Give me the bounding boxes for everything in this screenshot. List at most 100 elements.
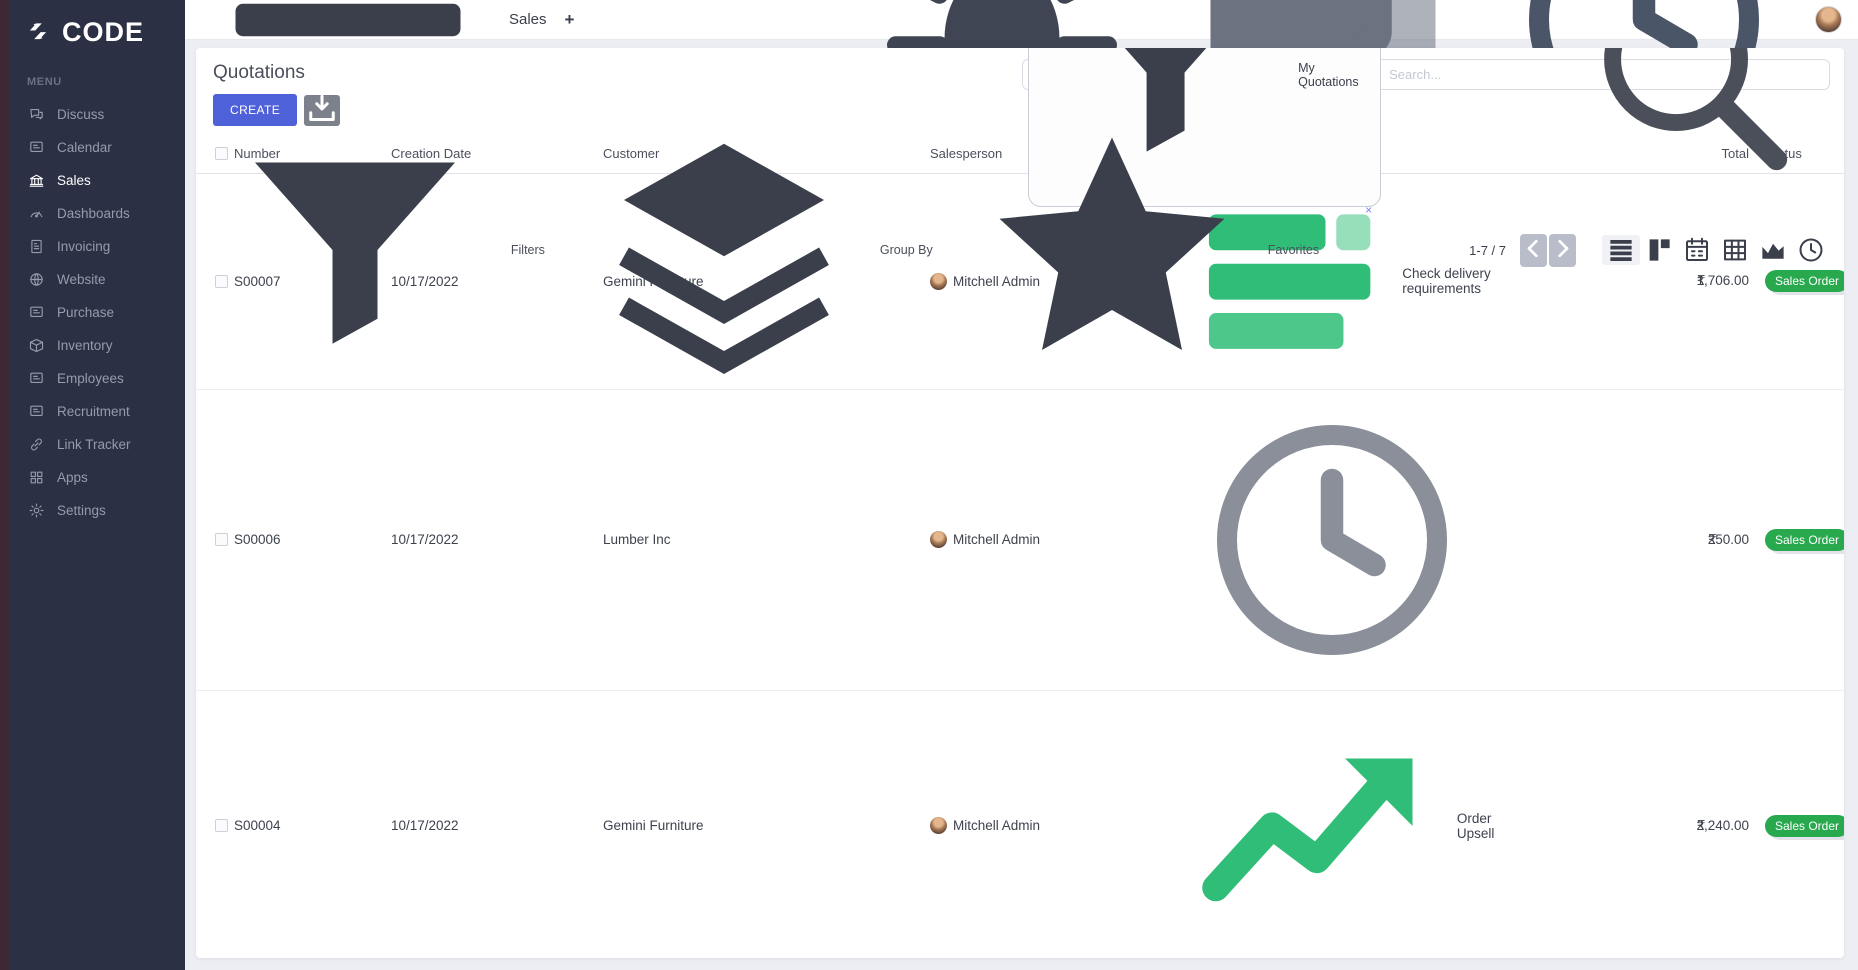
pager-previous-button[interactable] xyxy=(1520,233,1547,267)
topbar: Sales + 5 8 xyxy=(185,0,1858,135)
row-checkbox[interactable] xyxy=(215,819,228,833)
sidebar-item[interactable]: Employees xyxy=(9,362,185,395)
content-area: Quotations CREATE My Quotations × xyxy=(185,40,1858,970)
sidebar-item[interactable]: Invoicing xyxy=(9,230,185,263)
cell-creation-date: 10/17/2022 xyxy=(391,389,603,691)
sidebar-item[interactable]: Apps xyxy=(9,461,185,494)
view-switcher xyxy=(1602,235,1830,265)
tasks-icon xyxy=(1182,174,1397,389)
layers-icon xyxy=(574,100,874,400)
cell-number: S00004 xyxy=(234,690,391,958)
bank-icon xyxy=(28,172,45,189)
sidebar-item-label: Link Tracker xyxy=(57,437,131,452)
sidebar-item-label: Invoicing xyxy=(57,239,111,254)
link-icon xyxy=(28,436,45,453)
cell-number: S00006 xyxy=(234,389,391,691)
calendar-view-button[interactable] xyxy=(1678,235,1716,265)
activity-view-button[interactable] xyxy=(1792,235,1830,265)
column-header-total[interactable]: Total xyxy=(1525,126,1765,174)
currency-symbol: ₹ xyxy=(1708,531,1717,547)
sidebar-item[interactable]: Recruitment xyxy=(9,395,185,428)
sidebar-item[interactable]: Discuss xyxy=(9,98,185,131)
sidebar-item-label: Sales xyxy=(57,173,91,188)
kanban-view-button[interactable] xyxy=(1640,235,1678,265)
filters-button[interactable]: Filters xyxy=(205,100,545,400)
status-badge: Sales Order xyxy=(1765,528,1844,551)
cell-total: ₹1,706.00 xyxy=(1525,173,1765,390)
create-button[interactable]: CREATE xyxy=(213,94,298,126)
cell-customer: Gemini Furniture xyxy=(603,690,930,958)
globe-icon xyxy=(28,271,45,288)
table-row[interactable]: S00004 10/17/2022 Gemini Furniture Mitch… xyxy=(196,690,1844,958)
app-logo[interactable]: CODE xyxy=(9,0,185,62)
currency-symbol: ₹ xyxy=(1696,273,1706,289)
sidebar-item-label: Apps xyxy=(57,470,88,485)
page-title: Quotations xyxy=(213,62,305,83)
sidebar-item-label: Calendar xyxy=(57,140,112,155)
sidebar-item[interactable]: Calendar xyxy=(9,131,185,164)
clock-icon xyxy=(1182,390,1482,690)
menu-section-label: MENU xyxy=(27,76,62,88)
select-all-checkbox[interactable] xyxy=(215,146,228,160)
salesperson-avatar xyxy=(930,272,947,290)
graph-view-button[interactable] xyxy=(1754,235,1792,265)
row-checkbox[interactable] xyxy=(215,274,228,288)
table-row[interactable]: S00007 10/17/2022 Gemini Furniture Mitch… xyxy=(196,173,1844,390)
filter-facet[interactable]: My Quotations × xyxy=(1028,48,1382,217)
pivot-view-button[interactable] xyxy=(1716,235,1754,265)
column-header-customer[interactable]: Customer xyxy=(603,126,930,174)
favorites-button[interactable]: Favorites xyxy=(962,100,1319,400)
status-badge: Sales Order xyxy=(1765,814,1844,837)
sidebar-item-label: Inventory xyxy=(57,338,113,353)
cell-creation-date: 10/17/2022 xyxy=(391,690,603,958)
cell-activities[interactable] xyxy=(1182,389,1525,691)
quotations-table: Number Creation Date Customer Salesperso… xyxy=(196,126,1844,958)
current-app-name[interactable]: Sales xyxy=(509,11,547,28)
sidebar-nav: Discuss Calendar Sales Dashboards Invoic… xyxy=(9,98,185,527)
sidebar-item[interactable]: Dashboards xyxy=(9,197,185,230)
sidebar-item-label: Settings xyxy=(57,503,106,518)
create-row: CREATE xyxy=(213,94,1828,126)
table-row[interactable]: S00006 10/17/2022 Lumber Inc Mitchell Ad… xyxy=(196,389,1844,691)
row-checkbox[interactable] xyxy=(215,533,228,547)
favorites-label: Favorites xyxy=(1267,243,1320,257)
board-icon xyxy=(28,370,45,387)
search-input[interactable] xyxy=(1381,67,1566,82)
group-by-button[interactable]: Group By xyxy=(574,100,933,400)
list-view-button[interactable] xyxy=(1602,235,1640,265)
user-avatar[interactable] xyxy=(1815,6,1842,33)
salesperson-avatar xyxy=(930,531,947,549)
pager-next-button[interactable] xyxy=(1549,233,1576,267)
export-button[interactable] xyxy=(304,94,341,126)
chart-up-icon xyxy=(1182,691,1452,958)
sidebar-item[interactable]: Website xyxy=(9,263,185,296)
cell-activities[interactable]: Check delivery requirements xyxy=(1182,173,1525,390)
new-tab-button[interactable]: + xyxy=(564,9,575,29)
cell-activities[interactable]: Order Upsell xyxy=(1182,690,1525,958)
salesperson-name: Mitchell Admin xyxy=(953,273,1041,289)
chat-icon xyxy=(28,106,45,123)
sidebar-item-label: Discuss xyxy=(57,107,105,122)
sidebar-item[interactable]: Sales xyxy=(9,164,185,197)
activity-label: Check delivery requirements xyxy=(1402,266,1491,297)
grid-icon xyxy=(28,469,45,486)
search-icon[interactable] xyxy=(1565,48,1819,201)
search-bar[interactable]: My Quotations × xyxy=(1022,48,1830,217)
table-body: S00007 10/17/2022 Gemini Furniture Mitch… xyxy=(196,173,1844,958)
sidebar-item[interactable]: Settings xyxy=(9,494,185,527)
sidebar-item[interactable]: Purchase xyxy=(9,296,185,329)
sidebar-item[interactable]: Inventory xyxy=(9,329,185,362)
board-icon xyxy=(28,403,45,420)
star-icon xyxy=(962,100,1262,400)
sidebar-item[interactable]: Link Tracker xyxy=(9,428,185,461)
remove-facet-icon[interactable]: × xyxy=(1365,202,1373,217)
gear-icon xyxy=(28,502,45,519)
salesperson-name: Mitchell Admin xyxy=(953,818,1041,834)
total-amount: 2,240.00 xyxy=(1696,817,1749,833)
quotations-card: Quotations CREATE My Quotations × xyxy=(196,48,1844,958)
sidebar-item-label: Website xyxy=(57,272,106,287)
sidebar-item-label: Dashboards xyxy=(57,206,130,221)
sidebar: CODE MENU Discuss Calendar Sales Dashboa… xyxy=(0,0,185,970)
chevron-right-icon xyxy=(1549,235,1576,265)
